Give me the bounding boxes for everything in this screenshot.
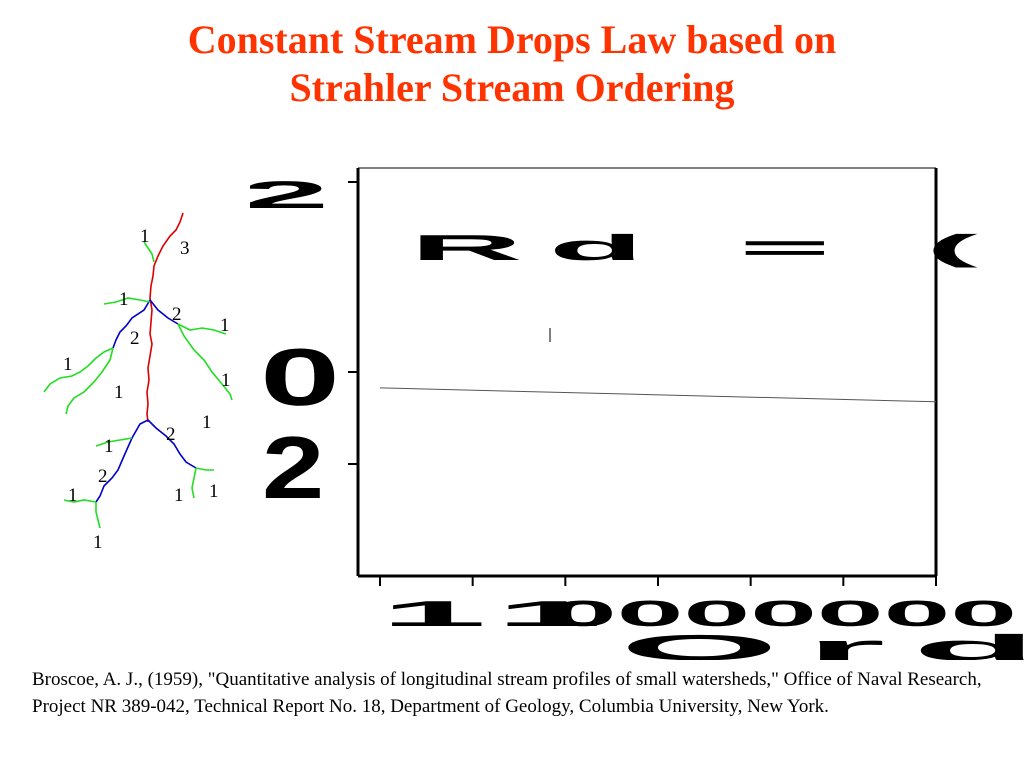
stream-order-label: 1 (209, 481, 219, 502)
stream-order-label: 1 (63, 354, 73, 375)
stream-network-diagram: 1 3 1 2 1 2 1 1 1 1 2 1 2 1 1 1 1 (43, 212, 233, 553)
stream-order-label: 1 (114, 382, 124, 403)
order-1-stream (143, 241, 155, 263)
slide-title: Constant Stream Drops Law based on Strah… (0, 16, 1024, 112)
chart-area: 2 0 2 Rd = ( 11 0000000 Ord (250, 160, 1024, 660)
x-axis-title: Ord (620, 628, 1024, 660)
title-line-1: Constant Stream Drops Law based on (187, 17, 837, 62)
stream-order-label: 1 (220, 315, 230, 336)
order-1-stream (195, 467, 214, 471)
y-tick-label: 0 (260, 332, 340, 423)
stream-order-label: 2 (130, 328, 140, 349)
stream-order-label: 1 (93, 532, 103, 553)
stream-order-label: 1 (221, 370, 231, 391)
stream-order-label: 1 (202, 412, 212, 433)
stream-order-label: 1 (119, 289, 129, 310)
equation-annotation: Rd = ( (410, 228, 1004, 268)
stream-order-label: 2 (98, 466, 108, 487)
order-1-stream (63, 499, 97, 503)
reference-citation: Broscoe, A. J., (1959), "Quantitative an… (32, 669, 982, 717)
order-1-stream (191, 467, 197, 499)
order-2-stream-lower-right (147, 419, 197, 469)
series-line (379, 387, 937, 403)
title-line-2: Strahler Stream Ordering (289, 65, 735, 110)
order-1-stream (103, 297, 151, 305)
y-tick-label: 2 (250, 173, 330, 216)
x-tick-labels-overlap: 0000000 (550, 593, 1017, 633)
order-1-stream (95, 502, 101, 529)
order-1-stream (95, 437, 133, 447)
order-3-stream (146, 212, 184, 423)
order-2-stream-upper-right (149, 299, 179, 325)
stream-order-label: 3 (180, 238, 190, 259)
order-1-stream (43, 347, 114, 393)
stream-order-label: 1 (174, 485, 184, 506)
order-2-stream-upper-left (112, 299, 151, 349)
stream-order-label: 1 (140, 226, 150, 247)
x-axis-ticks (379, 576, 937, 586)
stream-order-label: 1 (104, 436, 114, 457)
order-1-stream (177, 323, 233, 401)
order-1-stream (65, 347, 114, 415)
y-tick-label: 2 (262, 419, 324, 517)
stream-drops-chart: 2 0 2 Rd = ( 11 0000000 Ord (250, 167, 1024, 660)
stream-order-label: 2 (172, 304, 182, 325)
order-1-stream (177, 323, 227, 335)
x-tick-labels: 11 (380, 594, 621, 634)
stream-order-label: 2 (166, 424, 176, 445)
stream-order-label: 1 (68, 485, 78, 506)
order-2-stream-lower-left (95, 419, 149, 503)
